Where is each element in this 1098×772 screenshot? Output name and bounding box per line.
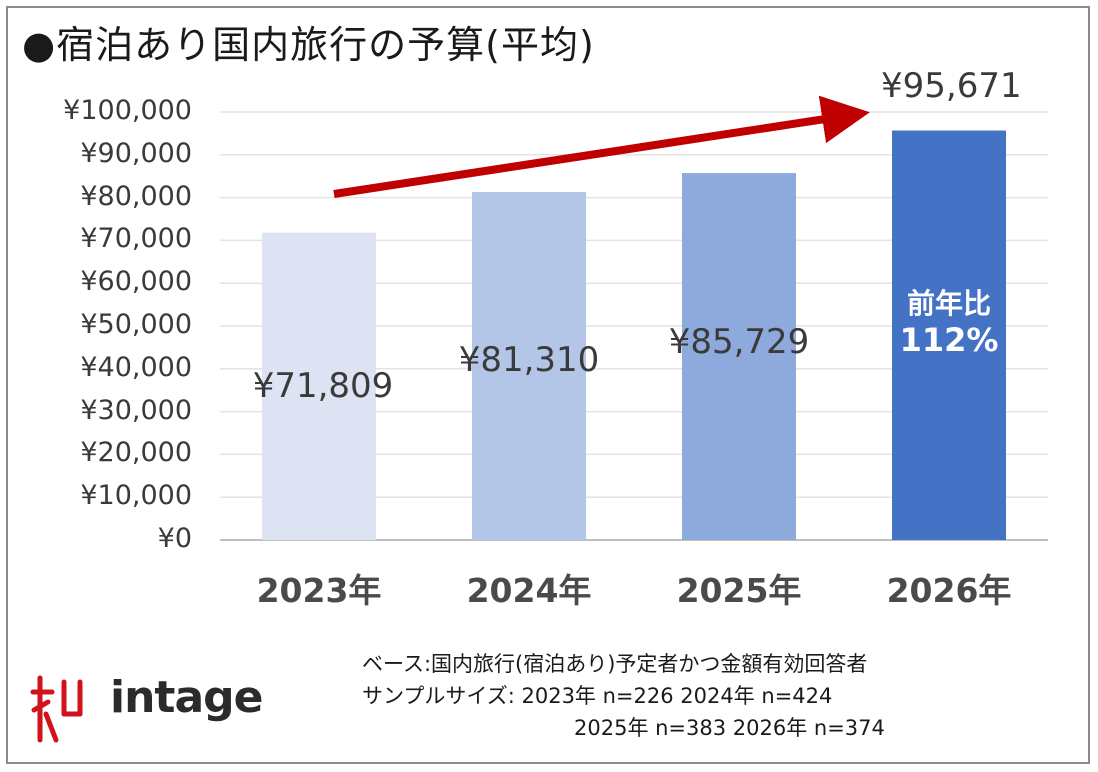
intage-wordmark: intage <box>110 672 263 723</box>
y-tick-label: ¥100,000 <box>63 95 192 126</box>
value-label: ¥81,310 <box>458 340 600 380</box>
y-tick-label: ¥70,000 <box>80 223 192 255</box>
x-tick-label: 2025年 <box>676 571 802 610</box>
x-tick-label: 2026年 <box>886 571 1012 610</box>
base-note: ベース:国内旅行(宿泊あり)予定者かつ金額有効回答者 <box>362 652 868 676</box>
y-tick-label: ¥60,000 <box>80 266 192 298</box>
value-label: ¥85,729 <box>668 322 810 362</box>
bar-chart <box>220 95 1048 541</box>
x-tick-label: 2023年 <box>256 571 382 610</box>
yoy-label: 前年比 <box>906 287 991 320</box>
bar-2025年 <box>682 173 796 540</box>
sample-size-line2: 2025年 n=383 2026年 n=374 <box>574 716 885 740</box>
value-label: ¥71,809 <box>252 366 394 406</box>
yoy-annotation: 前年比 112% <box>879 286 1019 358</box>
y-tick-label: ¥10,000 <box>80 480 192 512</box>
y-tick-label: ¥20,000 <box>80 437 192 469</box>
y-tick-label: ¥0 <box>157 523 192 554</box>
trend-arrow <box>333 95 870 198</box>
y-tick-label: ¥90,000 <box>80 137 192 169</box>
chart-title: ●宿泊あり国内旅行の予算(平均) <box>22 23 595 67</box>
y-tick-label: ¥80,000 <box>80 180 192 212</box>
intage-mark-icon <box>30 675 83 743</box>
bar-2024年 <box>472 191 586 540</box>
y-tick-label: ¥40,000 <box>80 351 192 383</box>
bar-2026年 <box>892 130 1006 540</box>
y-tick-label: ¥50,000 <box>80 309 192 340</box>
bar-2023年 <box>262 232 376 541</box>
x-tick-label: 2024年 <box>466 571 592 610</box>
yoy-value: 112% <box>899 321 999 359</box>
sample-size-line1: サンプルサイズ: 2023年 n=226 2024年 n=424 <box>362 684 833 708</box>
value-label-top: ¥95,671 <box>881 66 1022 106</box>
intage-logo: intage <box>30 670 280 748</box>
y-tick-label: ¥30,000 <box>80 394 192 426</box>
footnotes: ベース:国内旅行(宿泊あり)予定者かつ金額有効回答者 サンプルサイズ: 2023… <box>362 648 885 744</box>
